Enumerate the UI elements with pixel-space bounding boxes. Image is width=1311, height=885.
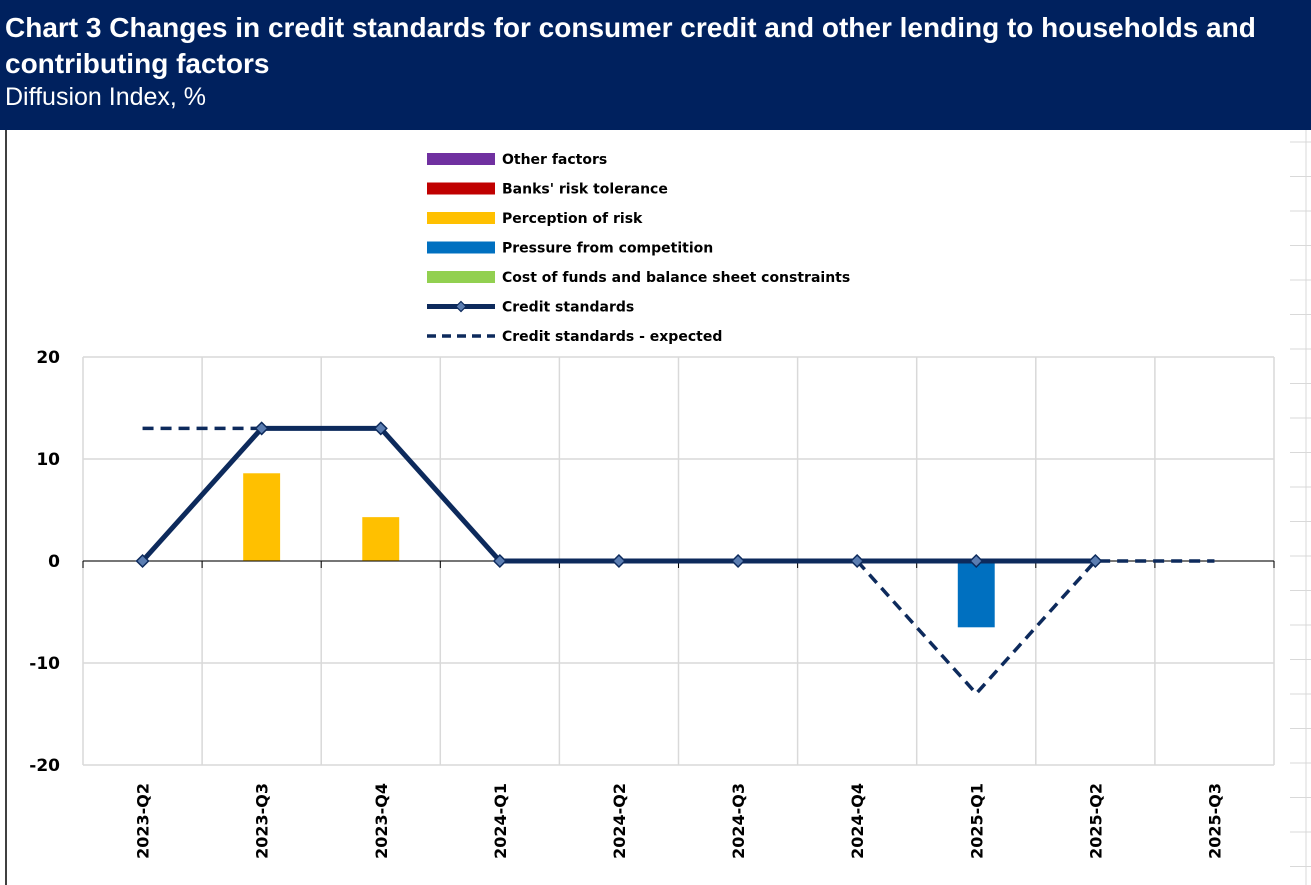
- x-tick-label: 2023-Q3: [253, 783, 272, 859]
- bar-perception-of-risk-2023-q4: [362, 517, 400, 561]
- marker-credit-standards: [492, 553, 507, 569]
- x-tick-labels: 2023-Q2 2023-Q3 2023-Q4 2024-Q1 2024-Q2 2024-…: [134, 783, 1225, 859]
- legend-label: Other factors: [502, 152, 607, 168]
- legend-label: Perception of risk: [502, 211, 643, 227]
- legend-swatch: [427, 271, 495, 283]
- y-tick-label: 20: [36, 348, 60, 368]
- marker-credit-standards: [730, 553, 746, 569]
- marker-credit-standards: [850, 553, 865, 569]
- y-tick-label: -20: [29, 756, 60, 776]
- marker-credit-standards: [254, 421, 269, 436]
- marker-credit-standards: [135, 553, 150, 569]
- legend-swatch: [427, 212, 495, 224]
- chart-title: Chart 3 Changes in credit standards for …: [5, 12, 1256, 79]
- legend-swatch: [427, 241, 495, 254]
- legend-label: Banks' risk tolerance: [502, 182, 668, 198]
- chart-subtitle: Diffusion Index, %: [5, 83, 207, 111]
- chart-area: 20 10 0 -10 -20 2023-Q2 2023-Q3 2023-Q4 2024-Q1…: [5, 130, 1311, 885]
- chart-frame: [5, 130, 1311, 885]
- legend: Other factors Banks' risk tolerance Percep…: [427, 152, 850, 345]
- x-tick-label: 2024-Q1: [491, 783, 510, 859]
- x-tick-label: 2024-Q2: [610, 783, 629, 859]
- legend-label: Credit standards: [502, 300, 634, 316]
- legend-swatch: [427, 153, 495, 165]
- legend-label: Credit standards - expected: [502, 329, 722, 345]
- legend-label: Cost of funds and balance sheet constrai…: [502, 270, 850, 286]
- y-tick-label: 0: [48, 552, 60, 572]
- x-tick-label: 2025-Q1: [967, 783, 986, 859]
- chart-header: Chart 3 Changes in credit standards for …: [0, 0, 1311, 130]
- x-tick-label: 2024-Q3: [729, 783, 748, 859]
- y-tick-label: -10: [29, 654, 60, 674]
- bar-pressure-from-competition-2025-q1: [957, 561, 995, 628]
- line-credit-standards: [140, 425, 1096, 564]
- x-tick-label: 2025-Q2: [1086, 783, 1105, 859]
- series-lines: [135, 421, 1215, 697]
- marker-credit-standards: [373, 421, 388, 436]
- x-tick-label: 2023-Q2: [134, 783, 153, 859]
- y-tick-label: 10: [36, 450, 60, 470]
- legend-label: Pressure from competition: [502, 241, 713, 257]
- legend-marker: [455, 300, 467, 313]
- x-tick-label: 2023-Q4: [372, 783, 391, 859]
- marker-credit-standards: [611, 553, 627, 569]
- bars: [243, 473, 995, 628]
- x-tick-label: 2024-Q4: [848, 783, 867, 859]
- marker-credit-standards: [1088, 553, 1103, 569]
- x-tick-label: 2025-Q3: [1205, 783, 1224, 859]
- legend-swatch: [427, 182, 495, 195]
- y-tick-labels: 20 10 0 -10 -20: [29, 348, 60, 776]
- bar-perception-of-risk-2023-q3: [243, 473, 281, 561]
- marker-credit-standards: [969, 553, 984, 569]
